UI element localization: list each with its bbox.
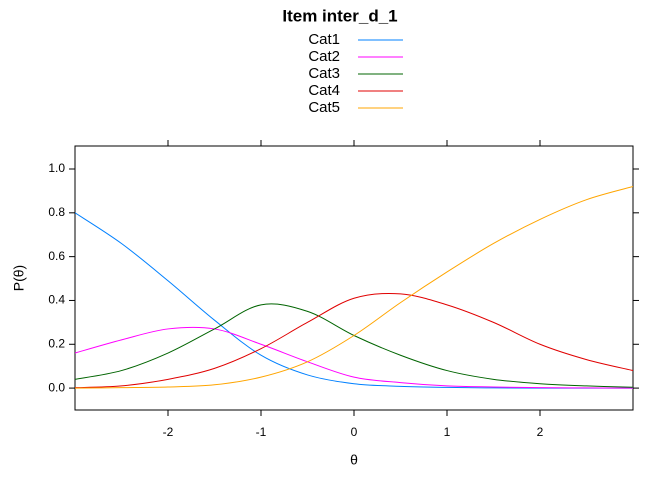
y-tick-label: 0.6: [48, 249, 65, 263]
x-tick-label: -1: [256, 425, 267, 439]
legend-label: Cat5: [308, 99, 340, 116]
plot-frame: [74, 145, 634, 411]
y-tick-label: 0.0: [48, 380, 65, 394]
legend-label: Cat2: [308, 48, 340, 65]
x-tick-label: -2: [163, 425, 174, 439]
chart-title: Item inter_d_1: [282, 6, 397, 25]
x-tick-label: 0: [351, 425, 358, 439]
series-line: [75, 186, 633, 389]
y-axis-label: P(θ): [11, 265, 27, 291]
legend-label: Cat4: [308, 82, 340, 99]
legend-label: Cat3: [308, 65, 340, 82]
legend-label: Cat1: [308, 31, 340, 48]
x-tick-label: 2: [537, 425, 544, 439]
y-tick-label: 0.2: [48, 336, 65, 350]
y-tick-label: 1.0: [48, 161, 65, 175]
x-tick-label: 1: [444, 425, 451, 439]
series-line: [75, 292, 633, 389]
series-line: [75, 326, 633, 389]
x-axis-label: θ: [350, 452, 358, 468]
series-line: [75, 303, 633, 388]
series-line: [75, 212, 633, 389]
y-tick-label: 0.4: [48, 293, 65, 307]
y-tick-label: 0.8: [48, 205, 65, 219]
